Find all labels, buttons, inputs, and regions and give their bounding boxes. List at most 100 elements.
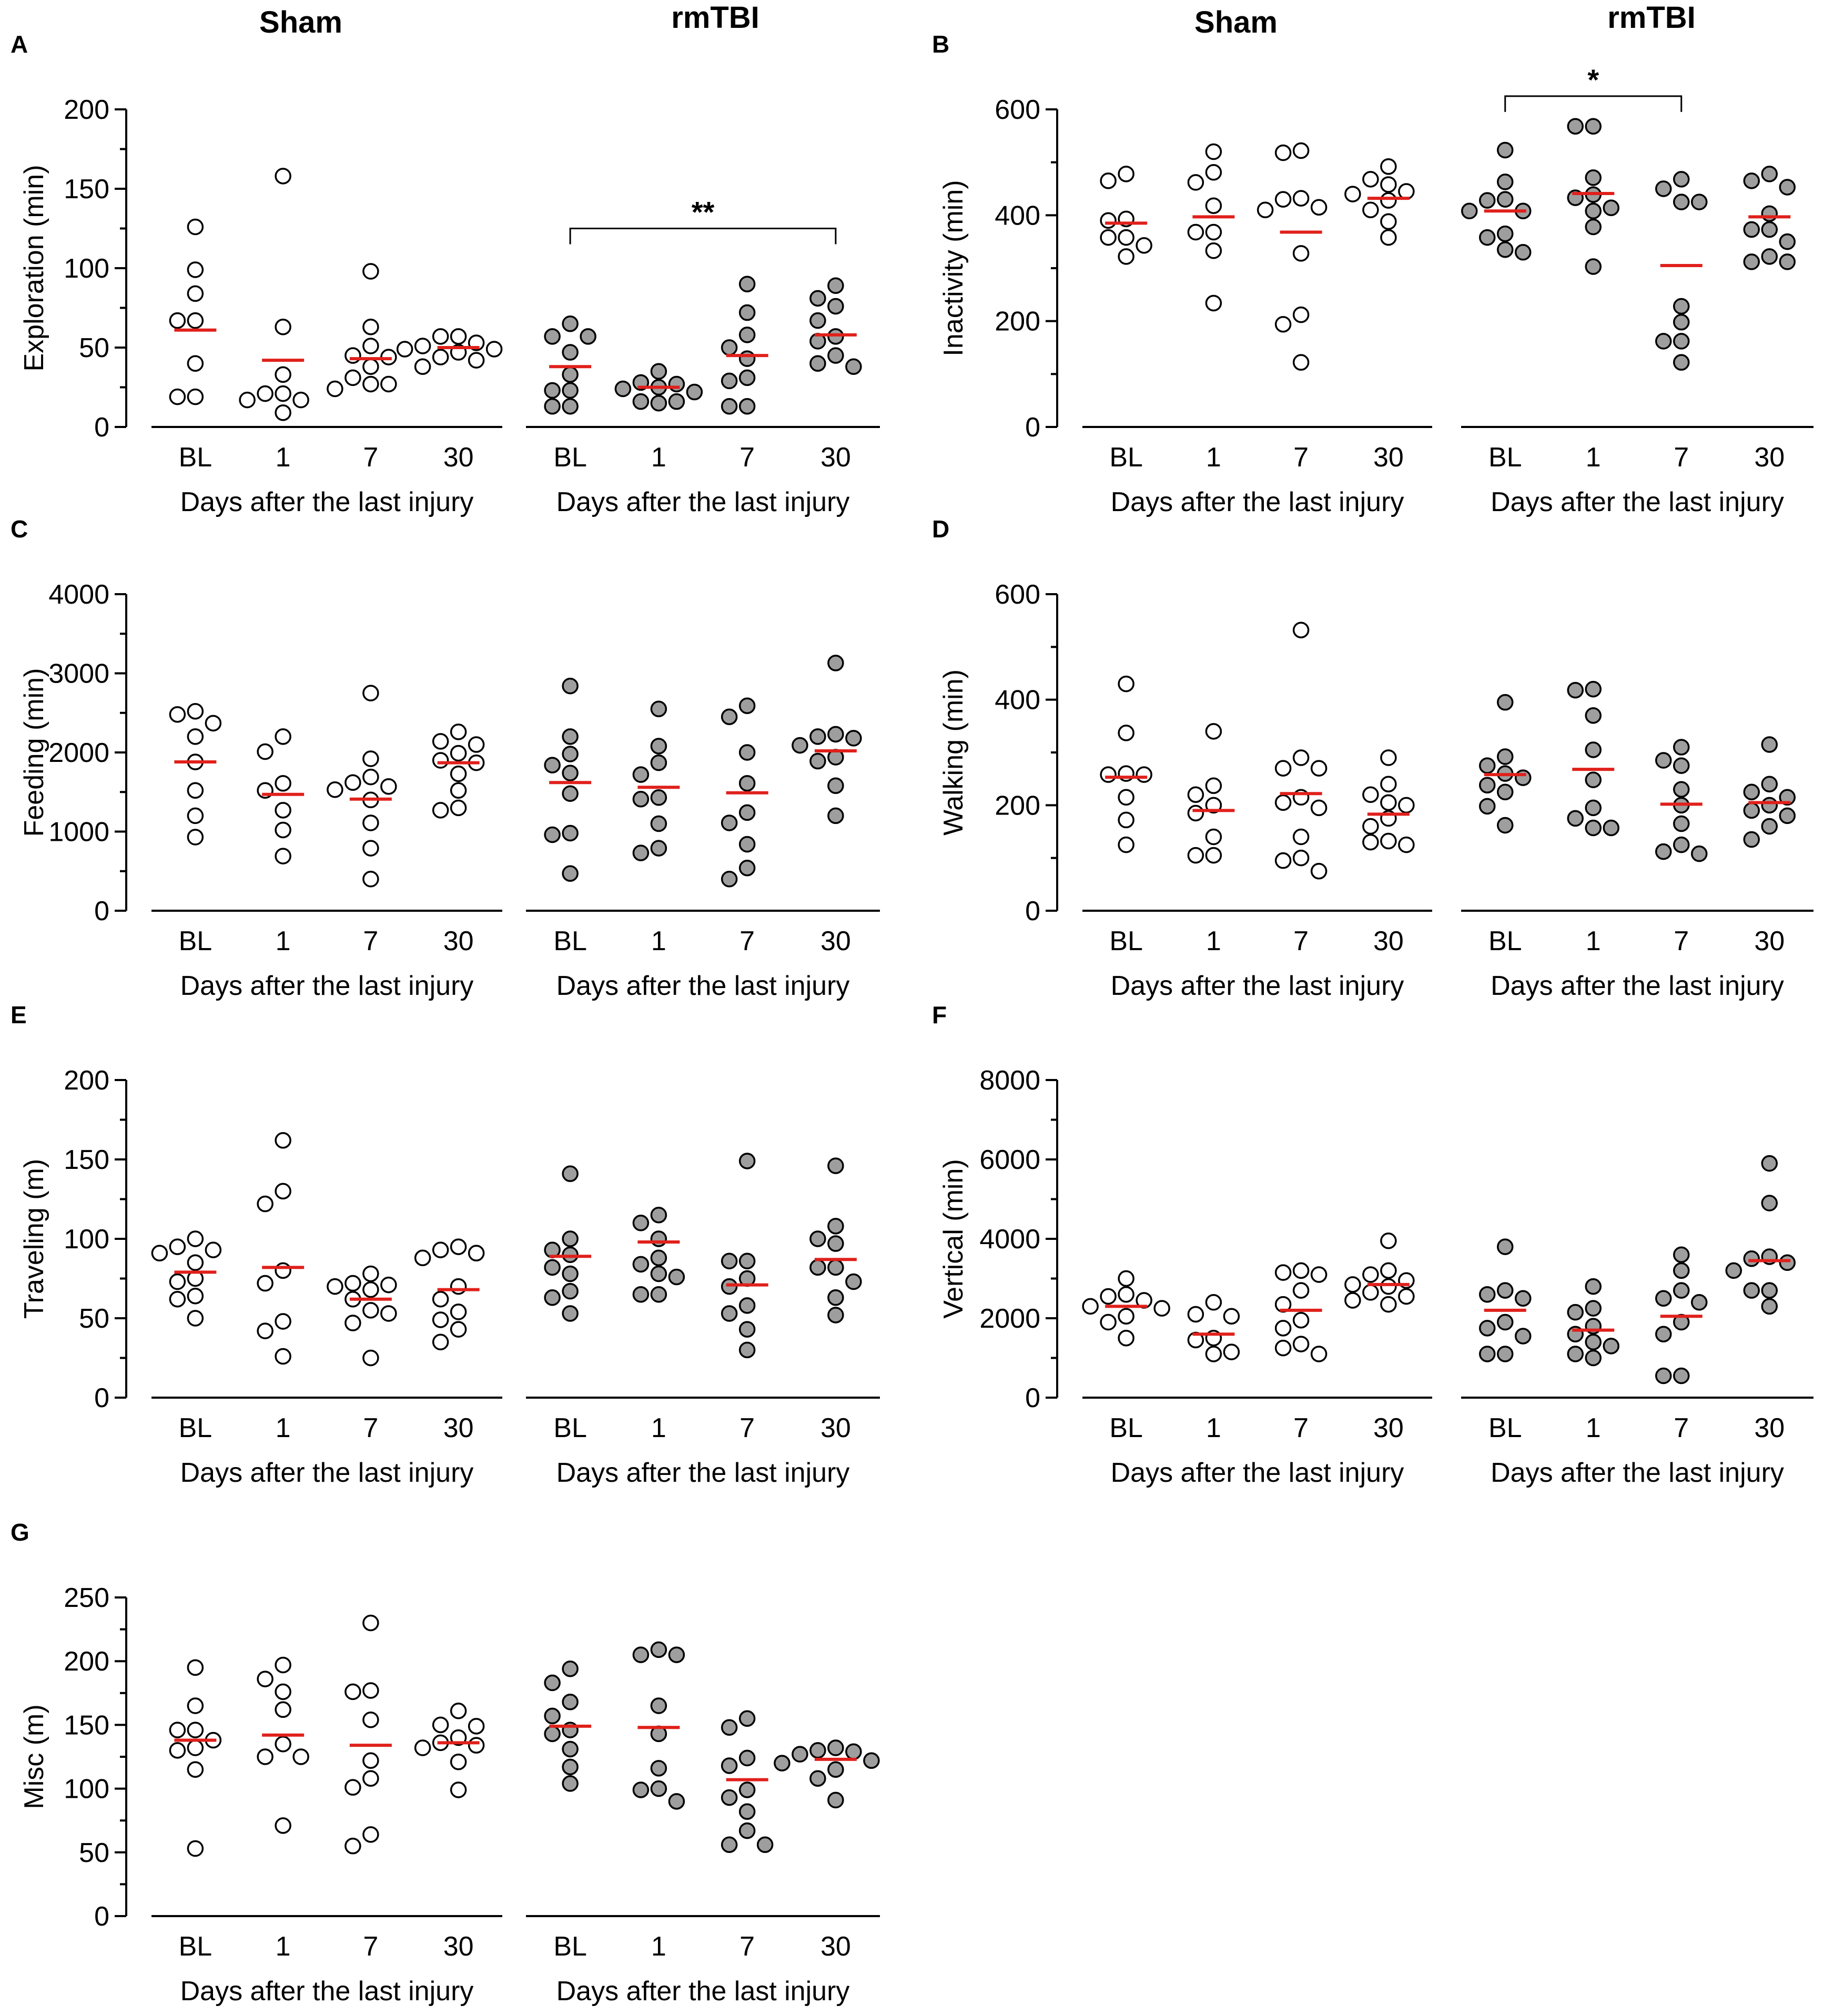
data-point bbox=[414, 1249, 431, 1266]
data-point bbox=[1585, 169, 1602, 186]
data-point bbox=[275, 1736, 291, 1753]
data-point bbox=[650, 1265, 667, 1282]
data-point bbox=[721, 1253, 738, 1270]
data-point bbox=[1673, 171, 1690, 188]
data-point bbox=[1205, 223, 1222, 241]
data-point bbox=[362, 871, 379, 888]
data-point bbox=[1292, 245, 1310, 262]
panel-d: D 0 200 400 600 Walking (min) BL 1 7 30 Days after… bbox=[932, 515, 1813, 1001]
data-point bbox=[792, 1746, 808, 1763]
data-point bbox=[721, 1278, 738, 1295]
data-point bbox=[738, 744, 756, 761]
data-point bbox=[721, 1789, 738, 1806]
data-point bbox=[1655, 1290, 1672, 1307]
x-tick-label: BL bbox=[1109, 926, 1143, 956]
y-tick-label: 600 bbox=[995, 579, 1040, 610]
data-point bbox=[1292, 1336, 1310, 1352]
data-point bbox=[362, 685, 379, 701]
x-tick-label: 1 bbox=[1206, 926, 1221, 956]
data-point bbox=[845, 730, 862, 747]
data-point bbox=[1380, 1278, 1397, 1295]
data-point bbox=[1292, 749, 1310, 766]
x-tick-label: BL bbox=[179, 442, 212, 473]
data-point bbox=[562, 1282, 579, 1300]
data-point bbox=[1497, 1314, 1514, 1331]
data-point bbox=[1515, 1290, 1532, 1307]
data-point bbox=[275, 1183, 291, 1200]
data-point bbox=[827, 777, 844, 794]
data-point bbox=[1479, 1286, 1496, 1303]
data-point bbox=[450, 724, 467, 740]
data-point bbox=[187, 1722, 204, 1738]
data-point bbox=[450, 1321, 467, 1338]
data-point bbox=[1310, 799, 1328, 817]
data-point bbox=[187, 1310, 204, 1327]
data-point bbox=[721, 814, 738, 831]
data-point bbox=[1779, 253, 1796, 270]
data-point bbox=[1118, 725, 1134, 741]
data-point bbox=[632, 844, 650, 861]
data-point bbox=[1585, 680, 1602, 698]
data-point bbox=[1380, 192, 1397, 209]
x-tick-label: BL bbox=[179, 926, 212, 956]
x-tick-label: 1 bbox=[1586, 926, 1601, 956]
data-point bbox=[187, 355, 204, 372]
data-point bbox=[632, 791, 650, 808]
x-tick-label: 30 bbox=[1754, 926, 1785, 956]
data-point bbox=[1205, 828, 1222, 846]
data-point bbox=[650, 1206, 667, 1224]
data-point bbox=[257, 1195, 273, 1213]
data-point bbox=[562, 785, 579, 802]
significance-label: ** bbox=[692, 196, 715, 229]
data-point bbox=[1691, 845, 1708, 862]
data-point bbox=[827, 1307, 844, 1323]
data-point bbox=[827, 655, 844, 671]
y-tick-label: 600 bbox=[995, 95, 1040, 125]
data-point bbox=[414, 1739, 431, 1756]
group-rmtbi: BL 1 7 30 Days after the last injury bbox=[526, 1641, 880, 2007]
data-point bbox=[562, 366, 579, 383]
data-point bbox=[1603, 1338, 1619, 1355]
data-point bbox=[1673, 1282, 1690, 1299]
data-point bbox=[187, 261, 204, 278]
x-tick-label: 1 bbox=[651, 1413, 666, 1443]
data-point bbox=[187, 1761, 204, 1778]
data-point bbox=[650, 1249, 667, 1266]
y-tick-label: 50 bbox=[79, 1304, 109, 1334]
data-point bbox=[1567, 810, 1584, 827]
data-point bbox=[1585, 1278, 1602, 1295]
data-point bbox=[1585, 819, 1602, 837]
data-point bbox=[1655, 1326, 1672, 1342]
y-tick-label: 200 bbox=[64, 95, 109, 125]
data-point bbox=[1274, 191, 1292, 208]
data-point bbox=[1223, 1343, 1240, 1360]
data-point bbox=[292, 1748, 309, 1765]
data-point bbox=[1761, 221, 1778, 238]
data-point bbox=[738, 836, 756, 853]
data-point bbox=[738, 1341, 756, 1359]
data-point bbox=[632, 1646, 650, 1663]
data-point bbox=[1779, 789, 1796, 806]
data-point bbox=[1603, 819, 1619, 837]
data-point bbox=[1205, 777, 1222, 794]
data-point bbox=[738, 1710, 756, 1727]
x-tick-label: 7 bbox=[1293, 926, 1309, 956]
x-tick-label: 30 bbox=[820, 442, 851, 473]
data-point bbox=[632, 1215, 650, 1231]
y-tick-label: 6000 bbox=[979, 1145, 1040, 1175]
data-point bbox=[827, 1259, 844, 1276]
data-point bbox=[1292, 142, 1310, 159]
data-point bbox=[362, 1349, 379, 1367]
data-point bbox=[450, 782, 467, 799]
data-point bbox=[668, 393, 685, 410]
data-point bbox=[721, 398, 738, 415]
data-point bbox=[1118, 166, 1134, 182]
panel-a: A 0 50 100 150 200 Exploration (min) BL 1 7 30 Days… bbox=[11, 30, 880, 517]
x-tick-label: 7 bbox=[739, 1931, 755, 1962]
data-point bbox=[1673, 815, 1690, 832]
data-point bbox=[345, 774, 361, 791]
data-point bbox=[1673, 354, 1690, 371]
data-point bbox=[827, 1739, 844, 1756]
data-point bbox=[468, 1245, 485, 1261]
x-axis-title: Days after the last injury bbox=[1491, 487, 1784, 517]
